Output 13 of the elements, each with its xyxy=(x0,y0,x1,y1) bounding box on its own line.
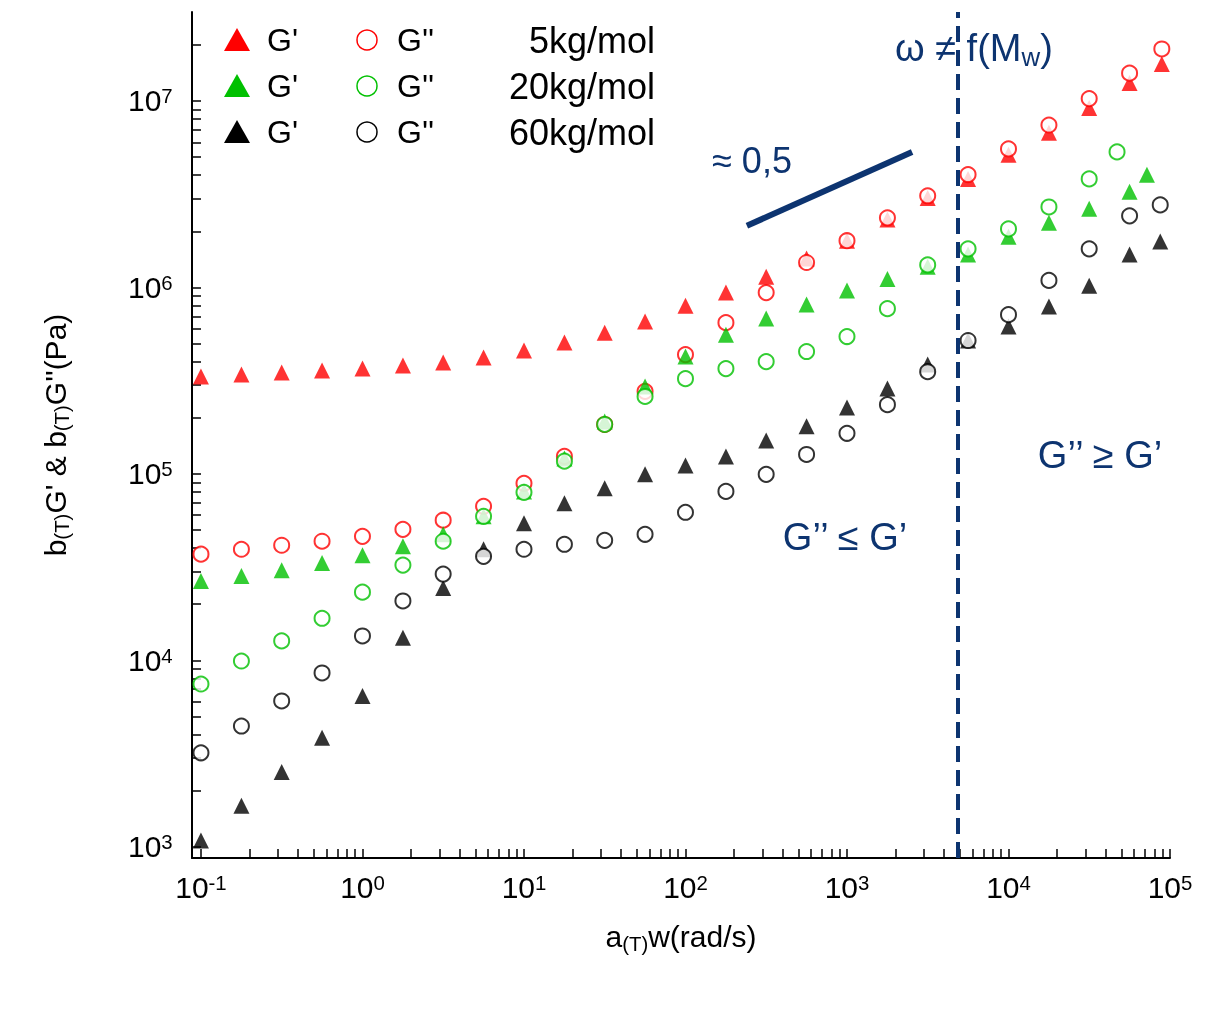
annotation: G’’ ≥ G’ xyxy=(1037,434,1163,476)
annotation: 5kg/mol xyxy=(528,19,655,61)
annotation: 20kg/mol xyxy=(508,65,655,107)
annotation: 60kg/mol xyxy=(508,111,655,153)
annotation: G’’ ≤ G’ xyxy=(782,516,908,558)
y-axis-title: b(T)G' & b(T)G''(Pa) xyxy=(38,313,73,557)
legend-label: G' xyxy=(267,68,298,104)
legend-label: G'' xyxy=(397,114,435,150)
legend-label: G' xyxy=(267,114,298,150)
legend-label: G'' xyxy=(397,68,435,104)
legend-label: G'' xyxy=(397,22,435,58)
legend-label: G' xyxy=(267,22,298,58)
annotation: ≈ 0,5 xyxy=(712,139,792,181)
